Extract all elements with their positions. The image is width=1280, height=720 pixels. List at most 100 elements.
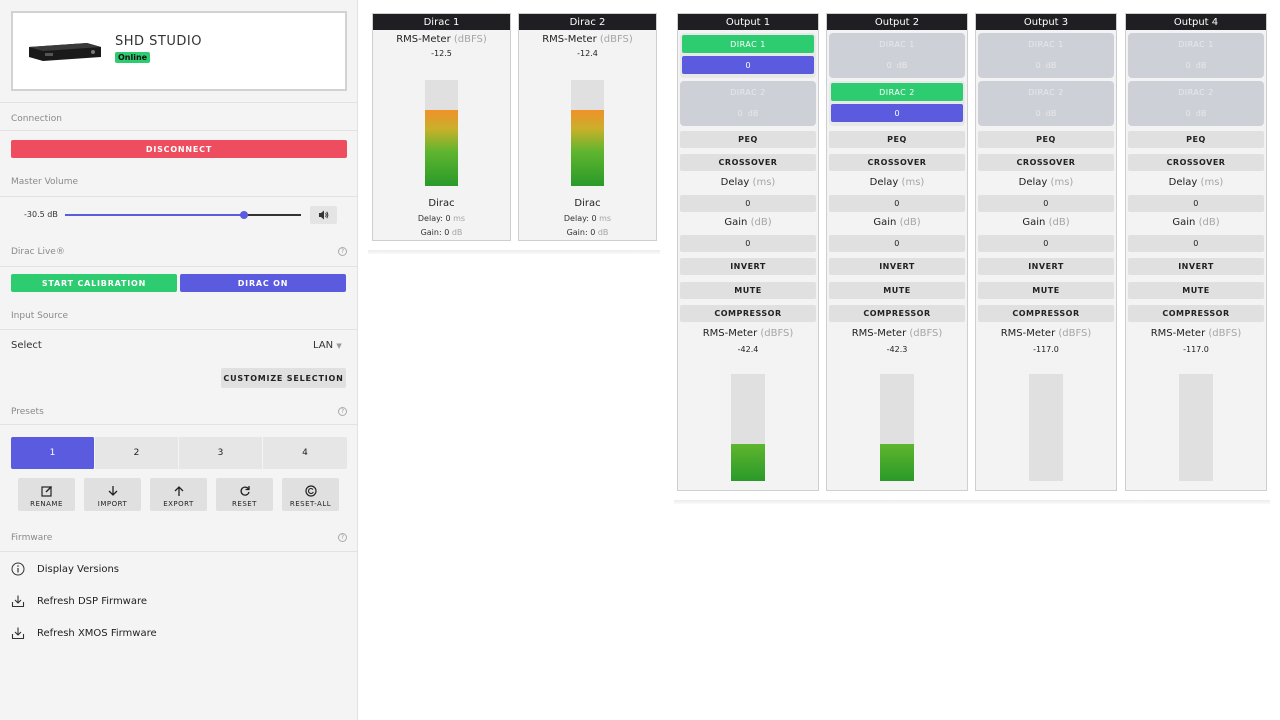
reset-label: RESET [232,500,257,508]
invert-button[interactable]: INVERT [1128,258,1264,275]
delay-input[interactable]: 0 [978,195,1114,212]
dirac-1-routing[interactable]: DIRAC 1 0 [680,33,816,78]
level-meter-fill [425,109,458,186]
rename-button[interactable]: RENAME [18,478,75,511]
delay-input[interactable]: 0 [1128,195,1264,212]
mute-button[interactable]: MUTE [829,282,965,299]
dirac-1-toggle[interactable]: DIRAC 1 [879,39,915,49]
disconnect-button[interactable]: DISCONNECT [11,140,347,158]
dirac-2-toggle[interactable]: DIRAC 2 [1028,87,1064,97]
gain-label: Gain (dB) [976,217,1116,228]
dirac-2-level[interactable]: 0 [831,104,963,122]
dirac-2-toggle[interactable]: DIRAC 2 [1178,87,1214,97]
delay-input[interactable]: 0 [680,195,816,212]
input-source-select[interactable]: LAN ▼ [313,340,342,351]
help-icon[interactable]: ? [338,533,347,542]
rms-value: -117.0 [1033,345,1059,354]
mute-button[interactable]: MUTE [1128,282,1264,299]
dirac-on-button[interactable]: DIRAC ON [180,274,346,292]
gain-value: 0 [444,228,450,237]
preset-4-button[interactable]: 4 [263,437,347,469]
dirac-2-routing[interactable]: DIRAC 2 0 dB [680,81,816,126]
divider [0,266,358,267]
gain-text: Gain [873,217,897,228]
dirac-2-level[interactable]: 0 dB [682,104,814,122]
gain-input[interactable]: 0 [978,235,1114,252]
dirac-1-toggle[interactable]: DIRAC 1 [1028,39,1064,49]
preset-2-button[interactable]: 2 [95,437,179,469]
dirac-1-level[interactable]: 0 dB [1130,56,1262,74]
gain-input[interactable]: 0 [680,235,816,252]
divider [0,102,358,103]
dirac-1-toggle[interactable]: DIRAC 1 [682,35,814,53]
refresh-dsp-firmware-item[interactable]: Refresh DSP Firmware [11,594,147,608]
peq-button[interactable]: PEQ [1128,131,1264,148]
rms-meter-unit: (dBFS) [909,328,943,339]
gain-input[interactable]: 0 [829,235,965,252]
invert-button[interactable]: INVERT [978,258,1114,275]
dirac-1-routing[interactable]: DIRAC 1 0 dB [1128,33,1264,78]
delay-unit: ms [599,214,612,223]
dirac-1-routing[interactable]: DIRAC 1 0 dB [829,33,965,78]
help-icon[interactable]: ? [338,407,347,416]
preset-1-button[interactable]: 1 [11,437,95,469]
device-card[interactable]: SHD STUDIO Online [11,11,347,91]
delay-input[interactable]: 0 [829,195,965,212]
dirac-1-unit: dB [1045,60,1057,70]
display-versions-item[interactable]: Display Versions [11,562,119,576]
dirac-1-level[interactable]: 0 [682,56,814,74]
compressor-button[interactable]: COMPRESSOR [680,305,816,322]
download-icon [11,595,25,608]
peq-button[interactable]: PEQ [829,131,965,148]
dirac-2-routing[interactable]: DIRAC 2 0 dB [1128,81,1264,126]
volume-slider[interactable] [65,211,301,219]
gain-unit: dB [451,228,463,237]
dirac-2-unit: dB [747,108,759,118]
arrow-down-icon [108,486,117,496]
delay-text: Delay [1018,177,1048,188]
customize-selection-button[interactable]: CUSTOMIZE SELECTION [221,368,346,388]
dirac-2-level[interactable]: 0 dB [980,104,1112,122]
refresh-xmos-firmware-label: Refresh XMOS Firmware [37,627,157,639]
gain-input[interactable]: 0 [1128,235,1264,252]
chevron-down-icon: ▼ [336,342,342,350]
dirac-2-level[interactable]: 0 dB [1130,104,1262,122]
dirac-1-toggle[interactable]: DIRAC 1 [1178,39,1214,49]
invert-button[interactable]: INVERT [680,258,816,275]
mute-button[interactable]: MUTE [978,282,1114,299]
delay-text: Delay [720,177,750,188]
mute-volume-button[interactable] [310,206,337,224]
crossover-button[interactable]: CROSSOVER [1128,154,1264,171]
divider [0,551,358,552]
output-panel: Output 2 DIRAC 1 0 dB DIRAC 2 0 PEQ CROS… [826,13,968,491]
compressor-button[interactable]: COMPRESSOR [978,305,1114,322]
dirac-2-toggle[interactable]: DIRAC 2 [730,87,766,97]
dirac-2-toggle[interactable]: DIRAC 2 [831,83,963,101]
import-button[interactable]: IMPORT [84,478,141,511]
help-icon[interactable]: ? [338,247,347,256]
preset-3-button[interactable]: 3 [179,437,263,469]
display-versions-label: Display Versions [37,563,120,575]
peq-button[interactable]: PEQ [680,131,816,148]
dirac-1-level[interactable]: 0 dB [980,56,1112,74]
crossover-button[interactable]: CROSSOVER [829,154,965,171]
start-calibration-button[interactable]: START CALIBRATION [11,274,177,292]
dirac-2-routing[interactable]: DIRAC 2 0 dB [978,81,1114,126]
crossover-button[interactable]: CROSSOVER [680,154,816,171]
volume-slider-handle[interactable] [240,211,249,219]
crossover-button[interactable]: CROSSOVER [978,154,1114,171]
peq-button[interactable]: PEQ [978,131,1114,148]
refresh-xmos-firmware-item[interactable]: Refresh XMOS Firmware [11,626,157,640]
dirac-2-routing[interactable]: DIRAC 2 0 [829,81,965,126]
rms-meter-text: RMS-Meter [396,34,451,45]
compressor-button[interactable]: COMPRESSOR [1128,305,1264,322]
invert-button[interactable]: INVERT [829,258,965,275]
rms-meter-unit: (dBFS) [599,34,633,45]
dirac-1-level[interactable]: 0 dB [831,56,963,74]
compressor-button[interactable]: COMPRESSOR [829,305,965,322]
dirac-1-routing[interactable]: DIRAC 1 0 dB [978,33,1114,78]
reset-all-button[interactable]: RESET-ALL [282,478,339,511]
mute-button[interactable]: MUTE [680,282,816,299]
reset-button[interactable]: RESET [216,478,273,511]
export-button[interactable]: EXPORT [150,478,207,511]
